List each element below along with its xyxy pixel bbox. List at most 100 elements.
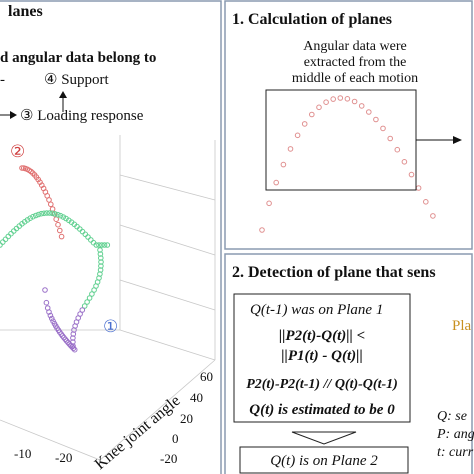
point [86, 295, 93, 301]
point [48, 201, 54, 208]
point [49, 315, 55, 322]
point [70, 335, 76, 341]
point [60, 214, 67, 220]
tick-label: 60 [200, 369, 213, 384]
loading-label: ③ Loading response [20, 108, 144, 124]
tick-label: 20 [180, 411, 193, 426]
point [273, 179, 280, 186]
point [2, 236, 9, 243]
point [98, 255, 104, 261]
point [44, 210, 50, 216]
point [52, 211, 58, 217]
3d-axes [0, 135, 216, 461]
point [35, 211, 42, 218]
tick-label: -10 [14, 446, 31, 461]
scatter-points [0, 95, 436, 353]
panel-title: lanes [8, 3, 43, 20]
point [81, 303, 88, 309]
point [316, 104, 322, 111]
point [84, 299, 90, 305]
point [351, 98, 358, 105]
point [41, 210, 47, 217]
point [71, 327, 77, 333]
tick-label: -20 [160, 451, 177, 466]
point [104, 242, 111, 248]
axis-line [0, 359, 216, 461]
point [423, 199, 429, 205]
point [387, 135, 394, 142]
point [57, 212, 64, 219]
condition-line: Q(t) is estimated to be 0 [249, 402, 395, 418]
point [98, 263, 104, 269]
point [97, 251, 104, 257]
condition-line: P2(t)-P2(t-1) // Q(t)-Q(t-1) [246, 377, 398, 392]
legend-line: t: curr [437, 445, 474, 460]
result-text: Q(t) is on Plane 2 [270, 453, 378, 469]
point [70, 331, 77, 337]
point [46, 309, 52, 315]
tick-label: 0 [172, 431, 179, 446]
tick-label: -20 [55, 450, 72, 465]
point [27, 215, 34, 221]
point [70, 345, 77, 352]
tick-labels: 60 40 200 -20 -10 -20 [14, 369, 213, 466]
left-panel [0, 0, 222, 474]
point [266, 200, 272, 207]
point [93, 242, 100, 248]
point [96, 242, 102, 248]
point [408, 171, 415, 178]
note-line: Angular data were [303, 39, 406, 54]
point [49, 210, 56, 217]
phase-1-label: ① [103, 317, 118, 336]
point [63, 338, 70, 344]
point [358, 103, 365, 109]
point [19, 165, 25, 171]
bottom-right-panel [224, 253, 473, 474]
panel-title: 2. Detection of plane that sens [232, 264, 436, 281]
point [309, 111, 315, 118]
grid-line [119, 174, 216, 201]
result-box [239, 446, 409, 474]
point [330, 96, 337, 102]
phase-2-label: ② [10, 142, 25, 161]
point [85, 234, 91, 240]
point [259, 227, 265, 233]
point [323, 99, 329, 105]
condition-box [233, 293, 411, 423]
note-line: middle of each motion [292, 71, 418, 86]
point [373, 116, 379, 123]
dash: - [0, 72, 5, 88]
grid-line [119, 224, 216, 256]
point [47, 312, 54, 319]
side-text: Pla [452, 318, 472, 334]
arrowhead [59, 91, 67, 98]
down-arrow [291, 431, 357, 445]
point [101, 242, 108, 248]
arrowhead [453, 136, 462, 144]
point [287, 146, 294, 152]
point [97, 267, 104, 273]
legend-line: Q: se [437, 409, 467, 424]
point [46, 210, 53, 216]
point [380, 125, 386, 132]
note-line: extracted from the [304, 55, 407, 70]
point [71, 346, 78, 353]
point [280, 161, 287, 168]
point [394, 146, 401, 153]
condition-line: ||P2(t)-Q(t)|| < [279, 328, 365, 344]
point [89, 291, 95, 297]
grid-line [119, 279, 216, 311]
point [366, 109, 372, 115]
point [43, 299, 50, 306]
panel-subtitle: d angular data belong to [0, 50, 156, 66]
point [98, 259, 104, 265]
point [99, 242, 105, 248]
point [301, 121, 308, 127]
point [57, 227, 63, 234]
arrowhead [10, 111, 17, 119]
point [401, 159, 408, 165]
point [38, 210, 45, 217]
panel-title: 1. Calculation of planes [232, 11, 392, 28]
condition-line: ||P1(t) - Q(t)|| [281, 348, 363, 364]
